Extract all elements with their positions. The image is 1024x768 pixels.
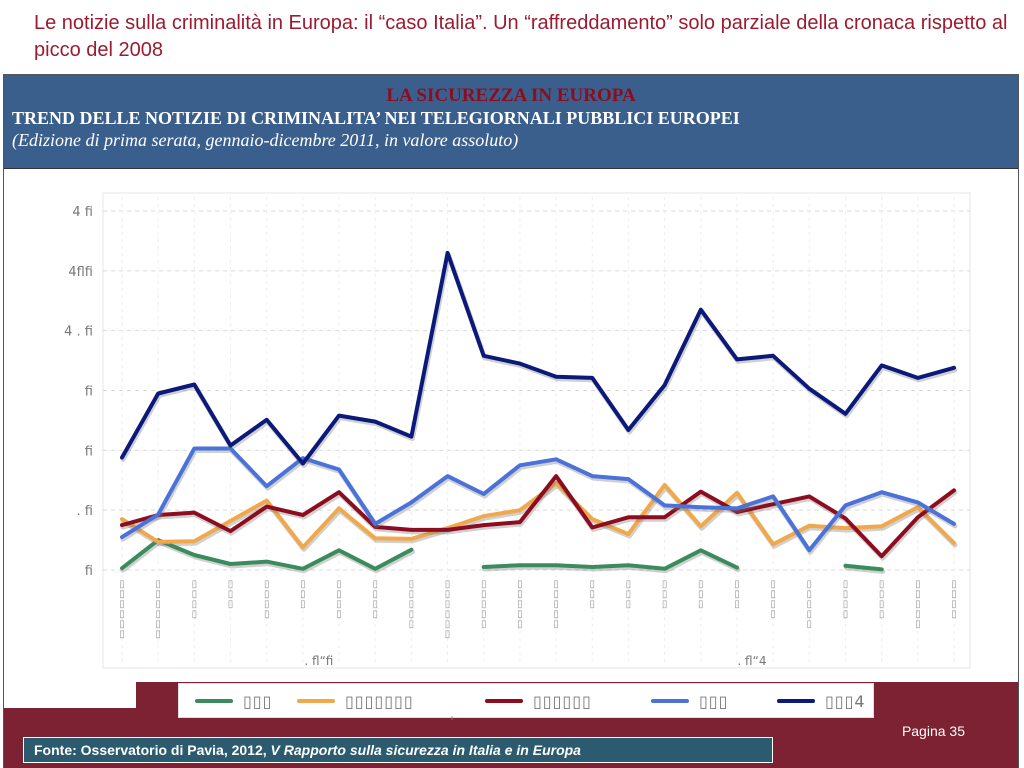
legend-label: ▯▯▯4 bbox=[825, 692, 866, 711]
source-note: Fonte: Osservatorio di Pavia, 2012, V Ra… bbox=[23, 737, 773, 763]
legend-swatch bbox=[195, 699, 233, 703]
series-line-4 bbox=[120, 446, 956, 553]
chart-header-subtitle: TREND DELLE NOTIZIE DI CRIMINALITA’ NEI … bbox=[12, 108, 740, 128]
x-tick-label: ▯ ▯ ▯ ▯ bbox=[843, 579, 849, 620]
x-tick-label: ▯ ▯ ▯ bbox=[228, 579, 234, 610]
stray-mark: , bbox=[450, 705, 454, 721]
source-prefix: Fonte: Osservatorio di Pavia, 2012, bbox=[34, 742, 271, 758]
chart-header-title: LA SICUREZZA IN EUROPA bbox=[386, 85, 636, 106]
x-tick-label: ▯ ▯ ▯ ▯ ▯ bbox=[409, 579, 415, 630]
x-tick-label: ▯ ▯ ▯ ▯ ▯ bbox=[517, 579, 523, 630]
y-tick-label: fi bbox=[85, 385, 93, 400]
x-tick-label: ▯ ▯ ▯ bbox=[300, 579, 306, 610]
legend-swatch bbox=[297, 699, 335, 703]
chart-header: LA SICUREZZA IN EUROPA TREND DELLE NOTIZ… bbox=[4, 75, 1018, 169]
chart-header-note: (Edizione di prima serata, gennaio-dicem… bbox=[12, 130, 519, 150]
slide-title: Le notizie sulla criminalità in Europa: … bbox=[34, 12, 1008, 61]
chart-legend: ▯▯▯ ▯▯▯▯▯▯▯ ▯▯▯▯▯▯ ▯▯▯ ▯▯▯4 bbox=[178, 683, 874, 718]
x-tick-label: ▯ ▯ ▯ bbox=[662, 579, 668, 610]
x-tick-label: ▯ ▯ ▯ ▯ ▯ ▯ bbox=[119, 579, 125, 640]
y-tick-label: fi bbox=[85, 564, 93, 579]
x-tick-label: ▯ ▯ ▯ ▯ bbox=[879, 579, 885, 620]
x-tick-label: ▯ ▯ ▯ ▯ ▯ ▯ bbox=[445, 579, 451, 640]
y-tick-label: fi bbox=[85, 444, 93, 459]
x-tick-label: ▯ ▯ ▯ bbox=[590, 579, 596, 610]
x-tick-label: ▯ ▯ ▯ ▯ bbox=[372, 579, 378, 620]
x-tick-label: ▯ ▯ ▯ ▯ ▯ ▯ bbox=[155, 579, 161, 640]
x-tick-label: ▯ ▯ ▯ ▯ ▯ bbox=[915, 579, 921, 630]
year-label: . fl“4 bbox=[737, 654, 766, 668]
x-tick-label: ▯ ▯ ▯ ▯ ▯ bbox=[553, 579, 559, 630]
x-tick-label: ▯ ▯ ▯ ▯ bbox=[264, 579, 270, 620]
series-line-1 bbox=[843, 563, 884, 572]
series-line-5 bbox=[120, 250, 956, 466]
footer-band-gap bbox=[4, 682, 136, 708]
legend-label: ▯▯▯▯▯▯▯ bbox=[345, 692, 414, 711]
legend-label: ▯▯▯ bbox=[699, 692, 729, 711]
source-italic: V Rapporto sulla sicurezza in Italia e i… bbox=[270, 742, 581, 758]
plot-area bbox=[102, 192, 971, 669]
chart-frame bbox=[3, 74, 1019, 768]
legend-label: ▯▯▯ bbox=[243, 692, 273, 711]
page-number: Pagina 35 bbox=[901, 723, 965, 739]
y-tick-label: 4 fi bbox=[72, 205, 93, 220]
x-tick-label: ▯ ▯ ▯ ▯ ▯ bbox=[481, 579, 487, 630]
y-tick-label: 4flfi bbox=[68, 265, 93, 280]
legend-swatch bbox=[777, 699, 815, 703]
x-tick-label: ▯ ▯ ▯ ▯ ▯ bbox=[807, 579, 813, 630]
x-tick-label: ▯ ▯ ▯ ▯ bbox=[336, 579, 342, 620]
x-tick-label: ▯ ▯ ▯ ▯ bbox=[770, 579, 776, 620]
x-tick-label: ▯ ▯ ▯ bbox=[698, 579, 704, 610]
legend-swatch bbox=[651, 699, 689, 703]
legend-label: ▯▯▯▯▯▯ bbox=[533, 692, 592, 711]
series-line-1 bbox=[481, 548, 739, 571]
y-tick-label: 4 . fi bbox=[64, 325, 93, 340]
x-tick-label: ▯ ▯ ▯ ▯ bbox=[192, 579, 198, 620]
x-tick-label: ▯ ▯ ▯ bbox=[734, 579, 740, 610]
legend-swatch bbox=[485, 699, 523, 703]
series-line-1 bbox=[120, 538, 414, 571]
x-tick-label: ▯ ▯ ▯ bbox=[626, 579, 632, 610]
x-tick-label: ▯ ▯ ▯ ▯ bbox=[951, 579, 957, 620]
series-line-3 bbox=[120, 474, 956, 559]
y-tick-label: . fi bbox=[77, 504, 93, 519]
year-label: . fl“fi bbox=[304, 654, 333, 668]
